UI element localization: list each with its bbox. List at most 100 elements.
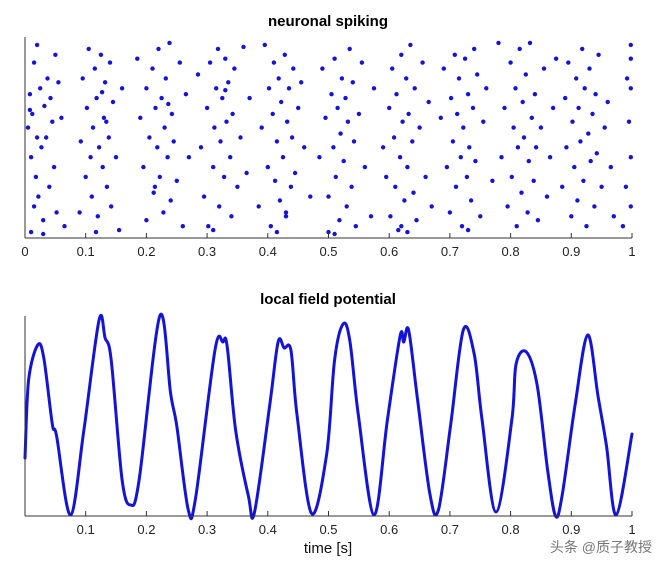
spike-point xyxy=(461,125,466,130)
spike-point xyxy=(345,119,351,124)
spike-point xyxy=(399,224,404,229)
spike-point xyxy=(341,158,346,164)
spike-point xyxy=(218,139,223,144)
spike-point xyxy=(499,155,504,160)
spike-point xyxy=(405,164,410,170)
x-tick-label: 0.6 xyxy=(380,244,398,259)
spike-point xyxy=(387,105,392,111)
spike-point xyxy=(220,95,225,101)
spike-point xyxy=(572,164,577,170)
spike-point xyxy=(576,105,581,111)
spike-point xyxy=(628,155,633,160)
spike-point xyxy=(473,158,478,164)
spike-point xyxy=(429,204,434,209)
spike-point xyxy=(161,210,166,215)
spike-point xyxy=(89,194,95,199)
spike-point xyxy=(447,210,453,215)
x-tick-label: 0.4 xyxy=(259,522,277,537)
spike-point xyxy=(42,103,47,109)
spike-point xyxy=(34,42,40,48)
spike-point xyxy=(410,139,415,144)
spike-point xyxy=(78,139,84,144)
x-tick-label: 0.4 xyxy=(259,244,277,259)
spike-point xyxy=(578,139,583,144)
spike-point xyxy=(157,174,162,180)
spike-point xyxy=(475,72,480,77)
spike-point xyxy=(166,101,171,107)
spike-point xyxy=(270,111,275,117)
spike-point xyxy=(575,198,580,203)
spike-point xyxy=(623,184,629,189)
spike-point xyxy=(39,145,44,150)
spike-point xyxy=(288,184,294,189)
spike-point xyxy=(195,72,201,77)
spike-point xyxy=(206,224,211,229)
spike-point xyxy=(169,111,175,117)
spike-point xyxy=(414,218,419,223)
spike-point xyxy=(217,204,222,209)
spiking-title: neuronal spiking xyxy=(268,13,388,30)
x-tick-label: 1 xyxy=(628,522,635,537)
spike-point xyxy=(587,66,592,71)
spike-point xyxy=(588,158,593,164)
spiking-axes: neuronal spiking 0 0.1 0.2 0.3 0.4 0.5 0.6 0.7 0… xyxy=(21,13,635,259)
spike-point xyxy=(207,60,213,65)
x-tick-label: 0.8 xyxy=(502,522,520,537)
spike-point xyxy=(444,164,450,170)
spike-point xyxy=(332,231,337,237)
spike-point xyxy=(30,111,35,117)
spike-point xyxy=(211,227,216,233)
spike-point xyxy=(84,105,90,111)
spike-point xyxy=(586,131,591,136)
spike-point xyxy=(332,56,337,61)
spike-point xyxy=(390,66,395,71)
spike-point xyxy=(353,224,358,229)
spike-point xyxy=(359,60,365,65)
spike-points xyxy=(25,40,633,237)
spike-point xyxy=(331,145,336,150)
spike-point xyxy=(426,99,431,105)
spike-point xyxy=(478,214,483,219)
spike-point xyxy=(326,194,331,199)
spike-point xyxy=(223,56,228,61)
spike-point xyxy=(204,105,210,111)
spike-point xyxy=(362,164,368,170)
spike-point xyxy=(514,224,519,229)
spike-point xyxy=(533,145,539,150)
spike-point xyxy=(608,164,613,170)
spike-point xyxy=(198,145,204,150)
spike-point xyxy=(335,105,340,111)
spike-point xyxy=(201,194,207,199)
spike-point xyxy=(350,80,355,85)
spike-point xyxy=(285,119,290,124)
spike-point xyxy=(628,42,633,48)
spike-point xyxy=(400,119,405,124)
spike-point xyxy=(538,125,544,130)
x-tick-label: 0 xyxy=(21,244,28,259)
spike-point xyxy=(420,60,425,65)
spike-point xyxy=(592,204,597,209)
spike-point xyxy=(513,86,518,91)
spike-point xyxy=(274,229,280,235)
x-tick-label: 0.7 xyxy=(441,244,459,259)
spike-point xyxy=(98,52,104,57)
spike-point xyxy=(453,184,459,189)
spike-point xyxy=(320,66,325,71)
spike-point xyxy=(171,139,176,144)
watermark: 头条 @质子教授 xyxy=(550,539,652,555)
spike-point xyxy=(405,229,410,235)
spike-point xyxy=(523,72,528,77)
spike-point xyxy=(299,80,304,85)
spike-point xyxy=(280,155,286,160)
spike-point xyxy=(150,66,155,71)
spike-point xyxy=(349,184,354,189)
spike-point xyxy=(511,125,516,130)
spike-point xyxy=(144,86,149,91)
spike-point xyxy=(228,155,233,160)
spike-point xyxy=(459,224,465,229)
spike-point xyxy=(333,174,338,180)
spike-point xyxy=(404,76,409,81)
spike-point xyxy=(268,224,273,229)
spike-point xyxy=(397,155,403,160)
spike-point xyxy=(517,46,522,52)
